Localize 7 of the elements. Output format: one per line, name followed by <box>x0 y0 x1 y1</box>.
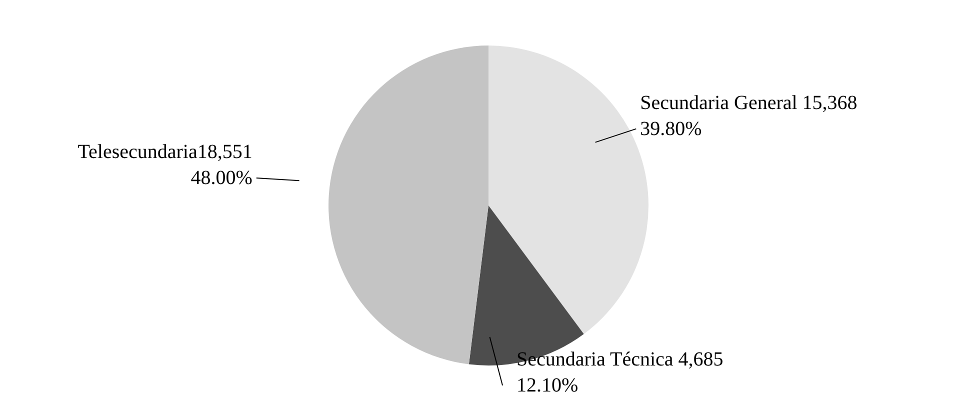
data-label: 12.10% <box>516 374 578 396</box>
slice-label: Secundaria Técnica 4,685 <box>516 348 724 370</box>
data-label: 48.00% <box>190 167 252 190</box>
slice-label: Telesecundaria18,551 <box>78 141 252 164</box>
slice-label: Secundaria General 15,368 <box>640 92 858 114</box>
data-label: 39.80% <box>640 118 702 140</box>
pie-slice <box>328 46 488 364</box>
